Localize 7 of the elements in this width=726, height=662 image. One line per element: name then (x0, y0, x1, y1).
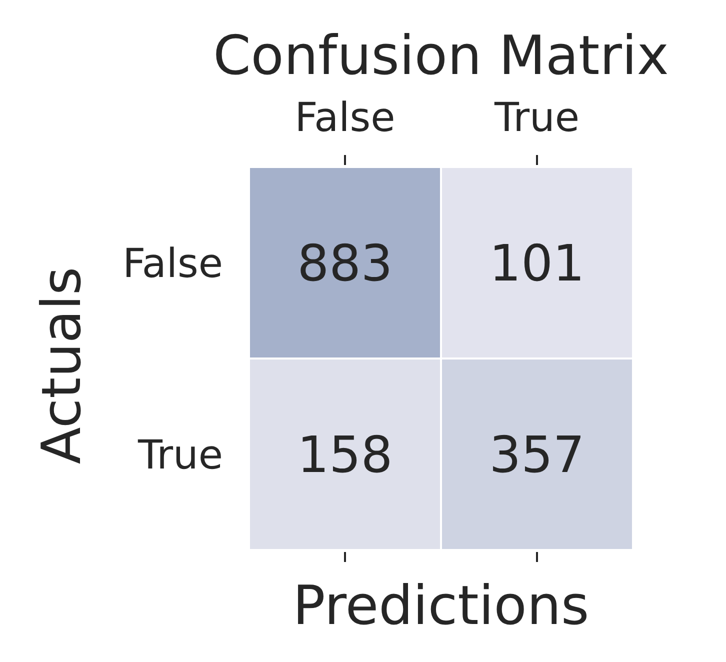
x-axis-title: Predictions (292, 574, 590, 637)
data-label: 158 (297, 426, 393, 484)
y-axis-title: Actuals (30, 266, 93, 464)
data-label: 883 (297, 234, 393, 292)
chart-title: Confusion Matrix (213, 24, 669, 87)
data-label: 101 (489, 234, 585, 292)
data-label: 357 (489, 426, 585, 484)
